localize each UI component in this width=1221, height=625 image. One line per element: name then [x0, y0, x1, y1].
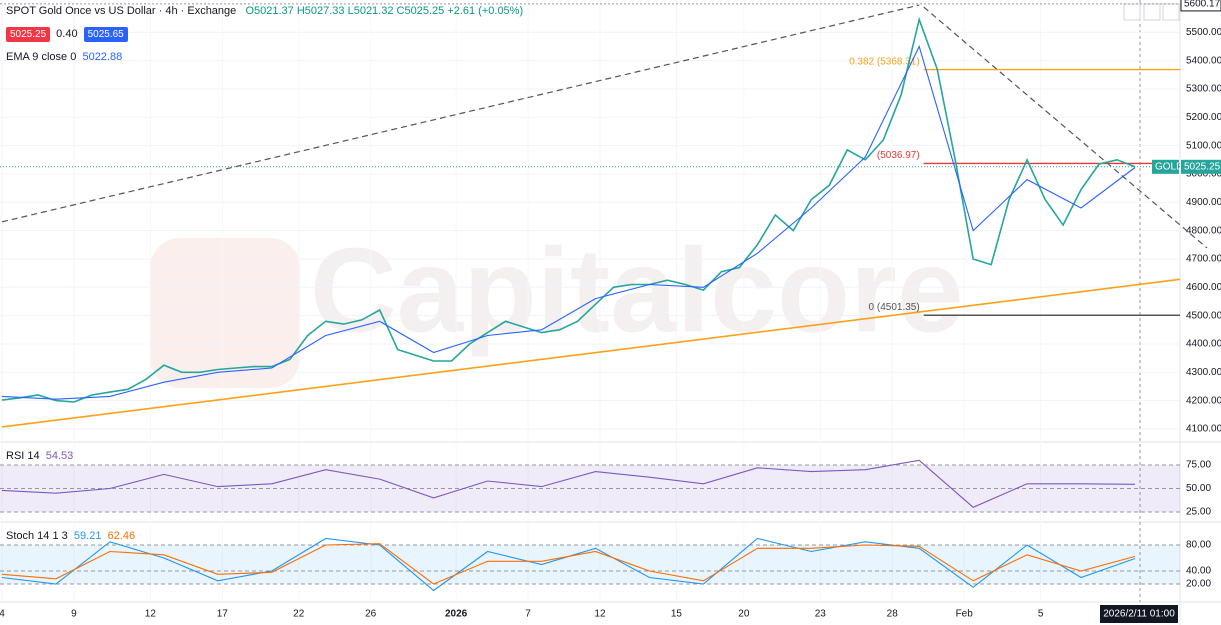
y-tick-label: 5000.00 — [1186, 169, 1221, 180]
button[interactable] — [1143, 3, 1161, 21]
crosshair-box — [1100, 605, 1178, 623]
y-tick-label: 4400.00 — [1186, 339, 1221, 350]
rsi-value: 54.53 — [45, 450, 74, 462]
button[interactable] — [1123, 3, 1141, 21]
button[interactable] — [1162, 3, 1180, 21]
x-tick-label: 23 — [815, 609, 827, 620]
high-label: 5600.17 — [1184, 0, 1221, 10]
price-tag — [1181, 159, 1221, 174]
y-tick-label: 25.00 — [1186, 507, 1211, 518]
y-tick-label: 5300.00 — [1186, 84, 1221, 95]
ask[interactable]: 5025.65 — [83, 27, 128, 42]
spread: 0.40 — [56, 28, 78, 40]
stoch-legend: Stoch 14 1 3 59.21 62.46 — [6, 530, 135, 542]
y-tick-label: 4500.00 — [1186, 310, 1221, 321]
symbol-label: GOLD — [1155, 161, 1183, 172]
y-tick-label: 4900.00 — [1186, 197, 1221, 208]
trend-line — [1, 4, 920, 223]
series-line — [1, 16, 1136, 403]
rsi-legend: RSI 14 54.53 — [6, 450, 73, 462]
stoch-d: 62.46 — [107, 530, 136, 542]
quote-badges: 5025.25 0.40 5025.65 — [6, 27, 134, 42]
series-line — [1, 44, 1136, 400]
series-line — [1, 459, 1136, 508]
stoch-title: Stoch 14 1 3 — [6, 530, 68, 542]
ema-name: EMA 9 close 0 — [6, 51, 77, 63]
ema-value: 5022.88 — [82, 51, 123, 63]
x-tick-label: 9 — [71, 609, 77, 620]
y-tick-label: 5400.00 — [1186, 55, 1221, 66]
x-tick-label: 20 — [738, 609, 750, 620]
indicator-band — [0, 545, 1180, 585]
fib-label: 0.382 (5368.31) — [849, 56, 920, 67]
watermark-logo — [150, 238, 300, 388]
x-tick-label: 12 — [145, 609, 157, 620]
x-tick-label: 4 — [0, 609, 5, 620]
trend-line — [1, 278, 1181, 428]
y-tick-label: 4100.00 — [1186, 424, 1221, 435]
y-tick-label: 20.00 — [1186, 579, 1211, 590]
series-line — [1, 543, 1136, 585]
ema-legend: EMA 9 close 0 5022.88 — [6, 51, 122, 63]
y-tick-label: 5200.00 — [1186, 112, 1221, 123]
price-label: 5025.25 — [1184, 161, 1221, 172]
y-tick-label: 4600.00 — [1186, 282, 1221, 293]
x-tick-label: 28 — [887, 609, 899, 620]
trend-line — [923, 6, 1208, 249]
y-tick-label: 75.00 — [1186, 460, 1211, 471]
stoch-k: 59.21 — [73, 530, 102, 542]
high-tag — [1180, 0, 1221, 12]
bid[interactable]: 5025.25 — [6, 27, 51, 42]
y-tick-label: 40.00 — [1186, 566, 1211, 577]
symbol-tag — [1152, 159, 1179, 174]
x-tick-label: 12 — [594, 609, 606, 620]
crosshair-label: 2026/2/11 01:00 — [1103, 609, 1175, 620]
x-tick-label: 17 — [217, 609, 229, 620]
symbol: SPOT Gold Once vs US Dollar · 4h · Excha… — [6, 5, 237, 17]
y-tick-label: 80.00 — [1186, 540, 1211, 551]
x-tick-label: 7 — [525, 609, 531, 620]
rsi-title: RSI 14 — [6, 450, 40, 462]
x-tick-label: 26 — [365, 609, 377, 620]
y-tick-label: 5500.00 — [1186, 27, 1221, 38]
x-tick-label: 2026 — [445, 609, 468, 620]
x-tick-label: 22 — [293, 609, 305, 620]
y-tick-label: 4800.00 — [1186, 225, 1221, 236]
x-tick-label: 15 — [671, 609, 683, 620]
ohlc: O5021.37 H5027.33 L5021.32 C5025.25 +2.6… — [245, 5, 524, 17]
legend: SPOT Gold Once vs US Dollar · 4h · Excha… — [6, 5, 523, 17]
x-tick-label: 5 — [1038, 609, 1044, 620]
y-tick-label: 5100.00 — [1186, 140, 1221, 151]
x-tick-label: Feb — [956, 609, 974, 620]
fib-label: (5036.97) — [877, 150, 920, 161]
y-tick-label: 50.00 — [1186, 483, 1211, 494]
fib-label: 0 (4501.35) — [869, 302, 920, 313]
y-tick-label: 4700.00 — [1186, 254, 1221, 265]
y-tick-label: 4300.00 — [1186, 367, 1221, 378]
watermark: Capitalcore — [310, 224, 964, 358]
toolbar[interactable] — [1123, 3, 1180, 21]
y-tick-label: 4200.00 — [1186, 395, 1221, 406]
